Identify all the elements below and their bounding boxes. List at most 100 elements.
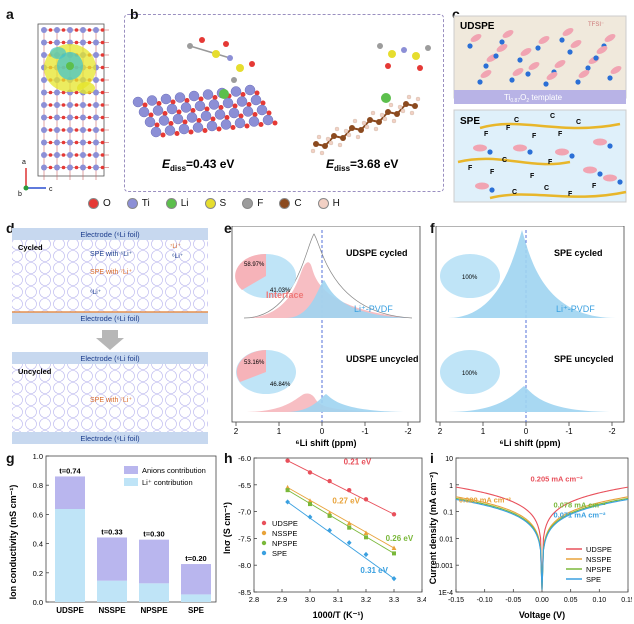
panel-label-d: d	[6, 220, 15, 236]
o-atom	[61, 128, 66, 132]
ti-atom	[54, 27, 60, 33]
o-atom	[100, 53, 105, 57]
exchange-current-label: 0.071 mA cm⁻²	[553, 511, 606, 520]
i-series: 0.205 mA cm⁻² 0.089 mA cm⁻² 0.078 mA cm⁻²0…	[455, 475, 629, 590]
o-atom	[48, 140, 53, 145]
legend-atom-label: C	[294, 197, 302, 209]
tfsi-ion	[546, 72, 558, 80]
spe-atom-label: F	[548, 159, 553, 166]
h-atom	[379, 112, 385, 118]
electrode-uncycled-top	[12, 352, 208, 364]
ti-atom	[214, 109, 226, 120]
point-nsspe	[307, 498, 313, 503]
ti-atom	[152, 105, 164, 116]
ti-atom	[93, 39, 99, 46]
legend-marker	[261, 530, 267, 536]
x-tick-label: 0	[320, 427, 325, 436]
li7-tag: ⁷Li⁺	[170, 243, 181, 250]
point-nsspe	[346, 520, 352, 526]
e-xlabel: ⁶Li shift (ppm)	[295, 438, 356, 448]
c-atom	[358, 127, 364, 133]
g-bars: t=0.74 UDSPE t=0.33 NSSPE t=0.30 NPSPE t=0.20 S…	[55, 466, 211, 615]
x-tick-label: 3.3	[389, 595, 399, 604]
spe-atom-label: F	[506, 125, 511, 132]
li-atom	[66, 62, 74, 70]
o-atom	[74, 115, 79, 120]
g-ylabel: Ion conductivity (mS cm⁻¹)	[8, 485, 18, 600]
panel-a-structure: a b c	[18, 23, 109, 196]
c-atom	[385, 109, 391, 115]
x-tick-label: 3.1	[333, 595, 343, 604]
ti-atom	[93, 102, 99, 108]
fit-line-nsspe	[287, 487, 395, 549]
x-tick-label: 0.05	[564, 597, 578, 604]
li-ion	[527, 149, 533, 155]
f-pvdf-label: Li⁺-PVDF	[556, 304, 595, 314]
y-tick-label: 0.2	[33, 569, 43, 578]
h-atom	[370, 110, 376, 116]
bar-nsspe-li	[97, 580, 127, 602]
c-atom	[367, 117, 373, 123]
li-ion	[617, 179, 623, 185]
o-atom	[100, 128, 105, 132]
h-atom	[397, 104, 403, 110]
electrode-top	[12, 228, 208, 240]
h-atom	[352, 118, 358, 124]
ti-atom	[262, 114, 274, 126]
o-atom	[258, 122, 264, 127]
o-atom	[196, 118, 202, 123]
point-npspe	[392, 551, 396, 556]
h-atom	[355, 134, 361, 140]
o-atom	[87, 128, 92, 132]
legend-label: UDSPE	[586, 545, 612, 554]
legend-marker	[261, 550, 267, 556]
legend-atom-dot	[242, 197, 254, 209]
c-atom	[394, 111, 400, 117]
o-atom	[266, 110, 272, 116]
legend-atom-label: S	[219, 197, 227, 209]
y-tick-label: -6.5	[238, 481, 251, 490]
tfsi-molecule-right	[377, 43, 431, 71]
ti-atom	[248, 116, 260, 127]
h-xlabel: 1000/T (K⁻¹)	[313, 610, 364, 620]
exchange-current-label: 0.078 mA cm⁻²	[553, 501, 606, 510]
spe-atom-label: C	[544, 185, 549, 192]
f-pie-bottom	[440, 350, 500, 394]
spe-peak-top	[448, 230, 616, 318]
y-tick-label: -7.0	[238, 508, 251, 517]
o-atom	[48, 115, 53, 120]
o-atom	[61, 40, 66, 45]
o-atom	[240, 92, 246, 97]
legend-atom-o: O	[88, 197, 111, 209]
tfsi-label: TFSI⁻	[588, 22, 604, 28]
o-atom	[238, 113, 244, 119]
ti-atom	[54, 39, 60, 46]
ti-atom	[93, 139, 99, 146]
ti-atom	[160, 93, 172, 105]
electrode-mid-label: Electrode (⁶Li foil)	[80, 314, 140, 323]
bar-spe-li	[181, 594, 211, 602]
legend-atom-ti: Ti	[126, 197, 150, 209]
tfsi-ion	[520, 48, 532, 56]
h-atom	[328, 140, 334, 146]
panel-label-f: f	[430, 220, 435, 236]
ti-atom	[138, 106, 150, 118]
point-npspe	[364, 535, 368, 540]
spe-mixed-label: SPE with ⁶Li⁺	[90, 251, 133, 258]
fit-line-npspe	[287, 489, 395, 554]
panel-g-chart: Ion conductivity (mS cm⁻¹) 0.00.20.40.60…	[8, 452, 217, 615]
x-tick-label: 3.4	[417, 595, 426, 604]
y-tick-label: -8.5	[238, 588, 251, 597]
frame-e	[231, 226, 421, 423]
li-ion	[509, 77, 515, 83]
o-atom	[48, 28, 53, 32]
o-atom	[142, 102, 148, 108]
o-atom	[87, 165, 92, 170]
o-atom	[48, 103, 53, 107]
ti-atom	[93, 27, 99, 33]
cycle-arrow	[96, 330, 124, 350]
o-atom	[61, 165, 66, 170]
tfsi-ion	[583, 166, 597, 174]
h-ylabel: lnσ (S cm⁻¹)	[222, 502, 232, 554]
